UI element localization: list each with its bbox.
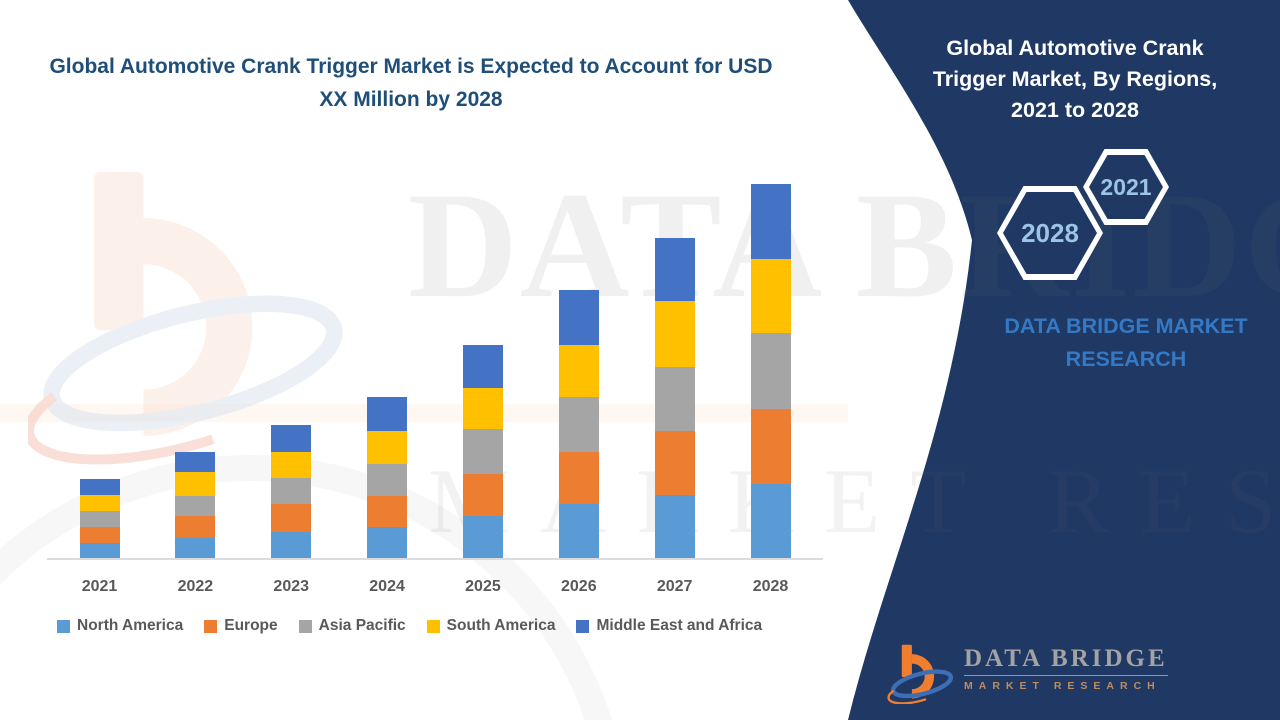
legend-swatch bbox=[204, 619, 218, 633]
x-axis-label: 2021 bbox=[81, 578, 118, 595]
bar-segment-asia-pacific bbox=[79, 511, 120, 527]
bar-segment-south-america bbox=[175, 472, 216, 496]
bar-segment-north-america bbox=[79, 543, 120, 559]
legend-label: South America bbox=[446, 617, 556, 634]
bar-segment-asia-pacific bbox=[462, 429, 503, 474]
bar-segment-north-america bbox=[271, 532, 312, 559]
bar-segment-asia-pacific bbox=[558, 397, 599, 452]
bar-segment-middle-east-and-africa bbox=[558, 290, 599, 345]
bar-segment-europe bbox=[558, 452, 599, 504]
bar-segment-asia-pacific bbox=[750, 333, 791, 409]
side-panel-title: Global Automotive Crank Trigger Market, … bbox=[932, 36, 1218, 122]
x-axis-label: 2028 bbox=[752, 578, 789, 595]
bar-segment-north-america bbox=[654, 495, 695, 559]
bar-segment-south-america bbox=[558, 345, 599, 397]
bar-segment-south-america bbox=[367, 431, 408, 464]
legend-item-middle-east-and-africa: Middle East and Africa bbox=[576, 617, 762, 635]
bar-segment-asia-pacific bbox=[271, 478, 312, 504]
bar-segment-europe bbox=[654, 431, 695, 495]
logo-b-icon bbox=[887, 644, 954, 704]
hexagon-badge-2028: 2028 bbox=[997, 186, 1103, 280]
legend-swatch bbox=[576, 619, 590, 633]
legend-swatch bbox=[298, 619, 312, 633]
bar-segment-south-america bbox=[79, 495, 120, 511]
bar-segment-europe bbox=[750, 409, 791, 484]
x-axis-label: 2025 bbox=[465, 578, 501, 595]
legend-label: Europe bbox=[224, 617, 278, 634]
x-axis-label: 2023 bbox=[273, 578, 310, 595]
logo-tagline: MARKET RESEARCH bbox=[964, 675, 1168, 692]
legend-label: North America bbox=[77, 617, 184, 634]
bar-segment-north-america bbox=[558, 504, 599, 559]
company-logo: DATA BRIDGE MARKET RESEARCH bbox=[886, 642, 1168, 704]
bar-segment-south-america bbox=[271, 452, 312, 478]
bar-segment-europe bbox=[271, 504, 312, 532]
bar-segment-north-america bbox=[175, 538, 216, 559]
x-axis-label: 2026 bbox=[561, 578, 597, 595]
bar-segment-middle-east-and-africa bbox=[462, 345, 503, 388]
x-axis-label: 2022 bbox=[177, 578, 214, 595]
x-axis-line bbox=[47, 558, 823, 560]
bar-segment-middle-east-and-africa bbox=[750, 184, 791, 259]
legend-item-europe: Europe bbox=[204, 617, 278, 635]
chart-title: Global Automotive Crank Trigger Market i… bbox=[49, 55, 773, 111]
x-axis-label: 2024 bbox=[369, 578, 405, 595]
brand-wordmark: DATA BRIDGE MARKET RESEARCH bbox=[1004, 314, 1248, 371]
bar-segment-europe bbox=[79, 527, 120, 543]
bar-segment-north-america bbox=[462, 516, 503, 559]
legend-item-north-america: North America bbox=[57, 617, 183, 635]
legend-item-south-america: South America bbox=[426, 617, 556, 635]
bar-segment-middle-east-and-africa bbox=[79, 479, 120, 495]
legend-swatch bbox=[57, 619, 70, 633]
bar-segment-south-america bbox=[462, 388, 503, 429]
logo-words: DATA BRIDGE MARKET RESEARCH bbox=[964, 646, 1168, 692]
bar-segment-asia-pacific bbox=[175, 496, 216, 516]
bar-segment-europe bbox=[367, 496, 408, 527]
bar-segment-europe bbox=[175, 516, 216, 538]
bar-segment-europe bbox=[462, 474, 503, 516]
bar-segment-north-america bbox=[367, 527, 408, 559]
hexagon-year-label: 2021 bbox=[1089, 155, 1163, 219]
legend-item-asia-pacific: Asia Pacific bbox=[298, 617, 406, 635]
bar-segment-middle-east-and-africa bbox=[271, 425, 312, 452]
chart-legend: North America Europe Asia Pacific South Ame… bbox=[57, 617, 762, 635]
bar-segment-south-america bbox=[750, 259, 791, 333]
hexagon-badge-2021: 2021 bbox=[1083, 149, 1169, 225]
x-axis-label: 2027 bbox=[656, 578, 693, 595]
bar-segment-north-america bbox=[750, 484, 791, 559]
bar-segment-middle-east-and-africa bbox=[367, 397, 408, 431]
bar-segment-asia-pacific bbox=[654, 367, 695, 431]
legend-label: Middle East and Africa bbox=[596, 617, 763, 634]
legend-label: Asia Pacific bbox=[318, 617, 406, 634]
legend-swatch bbox=[426, 619, 440, 633]
bar-segment-asia-pacific bbox=[367, 464, 408, 496]
bar-segment-middle-east-and-africa bbox=[175, 452, 216, 472]
logo-name: DATA BRIDGE bbox=[964, 645, 1168, 672]
bar-segment-south-america bbox=[654, 301, 695, 367]
bar-segment-middle-east-and-africa bbox=[654, 238, 695, 301]
